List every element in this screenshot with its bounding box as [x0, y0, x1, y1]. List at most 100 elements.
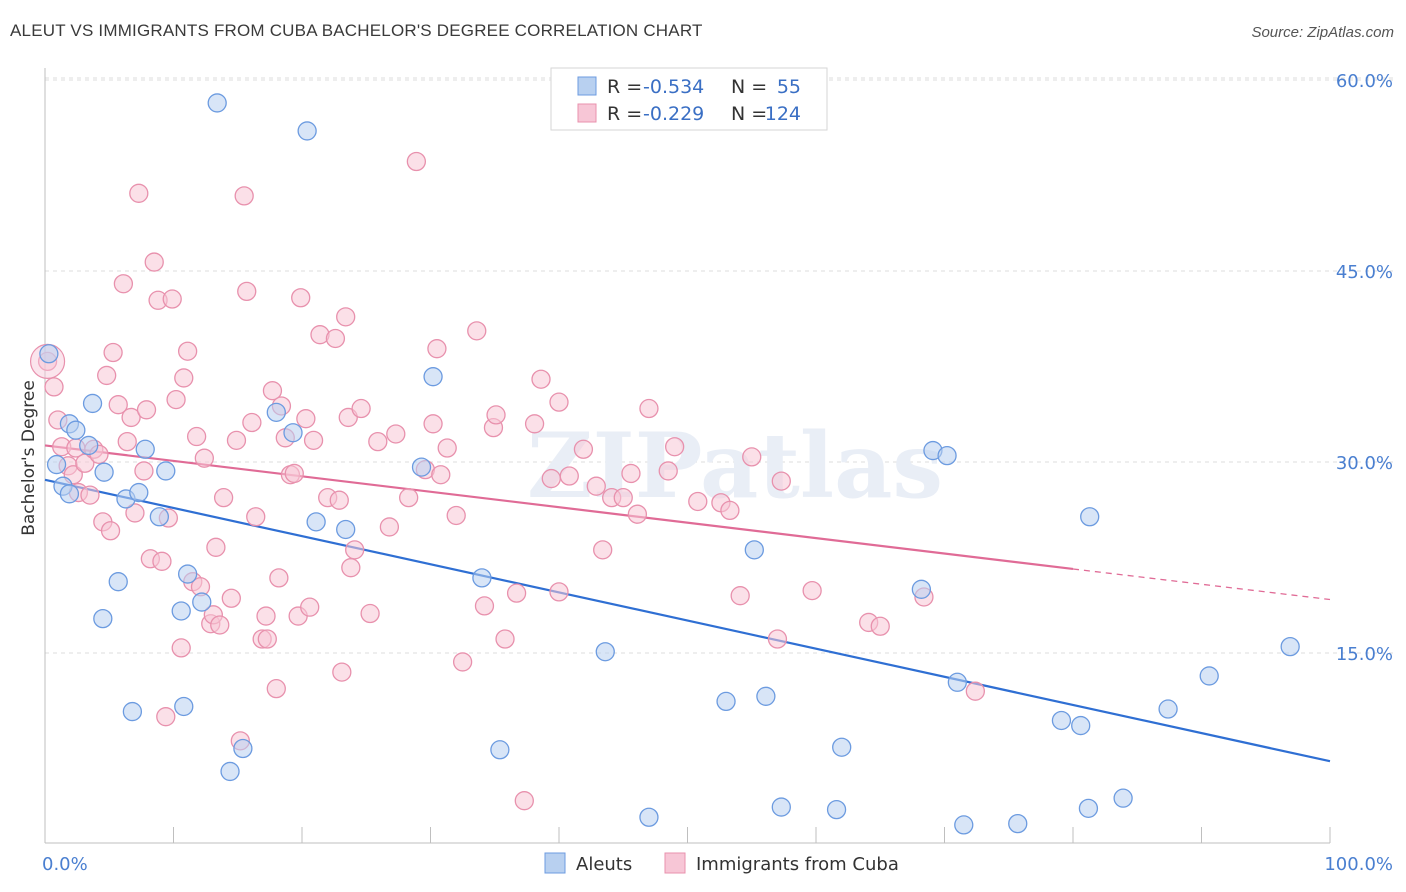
cuba-point-107	[621, 463, 641, 484]
cuba-point-78	[379, 517, 400, 537]
cuba-point-25	[144, 252, 164, 272]
aleuts-point-48	[1071, 715, 1091, 736]
cuba-point-96	[524, 414, 545, 434]
cuba-point-56	[269, 568, 289, 588]
points-cuba	[29, 151, 985, 811]
aleuts-point-26	[297, 121, 317, 141]
cuba-point-95	[514, 791, 534, 811]
cuba-point-21	[129, 183, 149, 203]
cuba-point-47	[234, 186, 254, 206]
aleuts-point-27	[306, 512, 326, 532]
aleuts-point-53	[1199, 666, 1219, 686]
cuba-point-80	[399, 488, 419, 508]
cuba-point-84	[427, 339, 447, 359]
trend-aleuts-solid	[44, 478, 1331, 763]
cuba-point-92	[486, 405, 506, 425]
aleuts-point-29	[411, 457, 432, 477]
legend-r-value-aleuts: -0.534	[643, 76, 704, 98]
cuba-point-70	[332, 662, 352, 682]
cuba-point-86	[437, 438, 457, 458]
cuba-point-117	[767, 629, 788, 649]
cuba-point-48	[237, 281, 257, 302]
aleuts-point-32	[490, 740, 510, 760]
cuba-point-81	[406, 151, 427, 172]
legend-r-value-cuba: -0.229	[643, 103, 704, 125]
aleuts-point-46	[1008, 813, 1028, 834]
cuba-point-55	[266, 679, 286, 699]
cuba-point-115	[730, 586, 750, 606]
aleuts-point-31	[472, 568, 492, 588]
aleuts-point-35	[716, 691, 736, 712]
cuba-point-63	[296, 409, 316, 429]
cuba-point-71	[336, 307, 356, 327]
cuba-point-74	[345, 540, 365, 560]
legend-n-value-aleuts: 55	[777, 76, 801, 98]
aleuts-point-3	[59, 484, 80, 504]
cuba-point-98	[541, 468, 561, 489]
cuba-point-85	[431, 465, 451, 485]
cuba-point-49	[242, 412, 262, 433]
aleuts-point-6	[79, 435, 99, 456]
aleuts-point-36	[744, 540, 764, 560]
aleuts-point-34	[639, 807, 659, 827]
cuba-point-52	[256, 606, 276, 626]
aleuts-point-24	[266, 402, 286, 422]
legend-swatch-aleuts	[577, 76, 597, 96]
chart-title: ALEUT VS IMMIGRANTS FROM CUBA BACHELOR'S…	[10, 21, 703, 40]
aleuts-point-41	[911, 579, 932, 599]
aleuts-point-45	[954, 815, 974, 835]
aleuts-point-54	[1280, 636, 1300, 657]
x-tick-label-1: 100.0%	[1324, 854, 1393, 875]
legend-r-label-aleuts: R =	[607, 76, 642, 98]
cuba-point-112	[688, 491, 708, 512]
cuba-point-42	[210, 615, 230, 635]
cuba-point-102	[573, 439, 594, 459]
cuba-point-83	[423, 414, 443, 434]
y-axis-label: Bachelor's Degree	[19, 380, 39, 536]
aleuts-point-47	[1051, 710, 1072, 731]
cuba-point-15	[103, 342, 123, 363]
cuba-point-31	[166, 389, 186, 410]
watermark: ZIPatlas	[527, 413, 943, 519]
cuba-point-94	[506, 583, 527, 603]
cuba-point-20	[125, 503, 145, 523]
y-tick-label-1: 30.0%	[1336, 453, 1393, 474]
cuba-point-60	[284, 463, 304, 484]
aleuts-point-8	[94, 462, 114, 482]
cuba-point-69	[329, 490, 349, 510]
cuba-point-36	[186, 426, 207, 447]
aleuts-point-37	[756, 686, 776, 706]
cuba-point-9	[80, 485, 100, 505]
cuba-point-123	[965, 681, 985, 701]
aleuts-point-19	[177, 564, 198, 584]
cuba-point-116	[742, 447, 762, 467]
trend-line-aleuts	[44, 478, 1331, 763]
points-aleuts	[39, 93, 1300, 835]
legend-n-label-aleuts: N =	[731, 76, 767, 98]
aleuts-point-21	[207, 93, 227, 113]
legend-n-label-cuba: N =	[731, 103, 767, 125]
cuba-point-30	[162, 289, 182, 309]
aleuts-point-22	[220, 761, 240, 782]
cuba-point-18	[117, 431, 137, 452]
aleuts-point-25	[283, 423, 303, 443]
y-tick-label-3: 60.0%	[1336, 71, 1393, 92]
y-tick-label-2: 45.0%	[1336, 262, 1393, 283]
grid-lines	[45, 77, 1395, 654]
cuba-point-19	[121, 407, 141, 428]
cuba-point-38	[194, 448, 214, 468]
cuba-point-64	[300, 597, 320, 617]
aleuts-point-40	[832, 737, 852, 757]
cuba-point-54	[262, 381, 283, 401]
cuba-point-23	[136, 400, 157, 420]
cuba-point-79	[386, 424, 406, 444]
aleuts-point-15	[149, 507, 170, 527]
cuba-point-13	[97, 365, 117, 386]
aleuts-point-39	[826, 799, 847, 820]
legend-top: R = -0.534 N = 55 R = -0.229 N = 124	[550, 67, 828, 131]
aleuts-point-23	[233, 738, 253, 759]
cuba-point-41	[206, 537, 226, 557]
cuba-point-118	[771, 471, 791, 491]
aleuts-point-13	[129, 482, 149, 503]
